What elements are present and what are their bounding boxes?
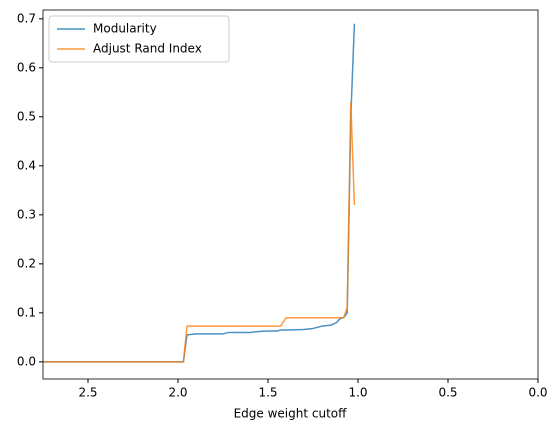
x-tick-label: 0.0: [528, 386, 547, 400]
y-tick-label: 0.2: [17, 256, 36, 270]
y-tick-label: 0.3: [17, 207, 36, 221]
legend-box: [48, 15, 230, 63]
line: [43, 23, 356, 363]
line: [43, 102, 356, 363]
y-tick-label: 0.4: [17, 158, 36, 172]
y-tick-label: 0.5: [17, 109, 36, 123]
x-tick-label: 0.5: [438, 386, 457, 400]
x-axis-label: Edge weight cutoff: [234, 407, 348, 421]
x-tick-label: 1.5: [258, 386, 277, 400]
y-tick-label: 0.1: [17, 305, 36, 319]
y-tick-label: 0.7: [17, 11, 36, 25]
plot-frame: [42, 9, 539, 380]
x-tick-label: 1.0: [348, 386, 367, 400]
legend-label: Adjust Rand Index: [93, 42, 202, 56]
x-tick-label: 2.5: [78, 386, 97, 400]
y-tick-label: 0.6: [17, 60, 36, 74]
y-tick-label: 0.0: [17, 354, 36, 368]
x-tick-label: 2.0: [168, 386, 187, 400]
legend-label: Modularity: [93, 22, 157, 36]
